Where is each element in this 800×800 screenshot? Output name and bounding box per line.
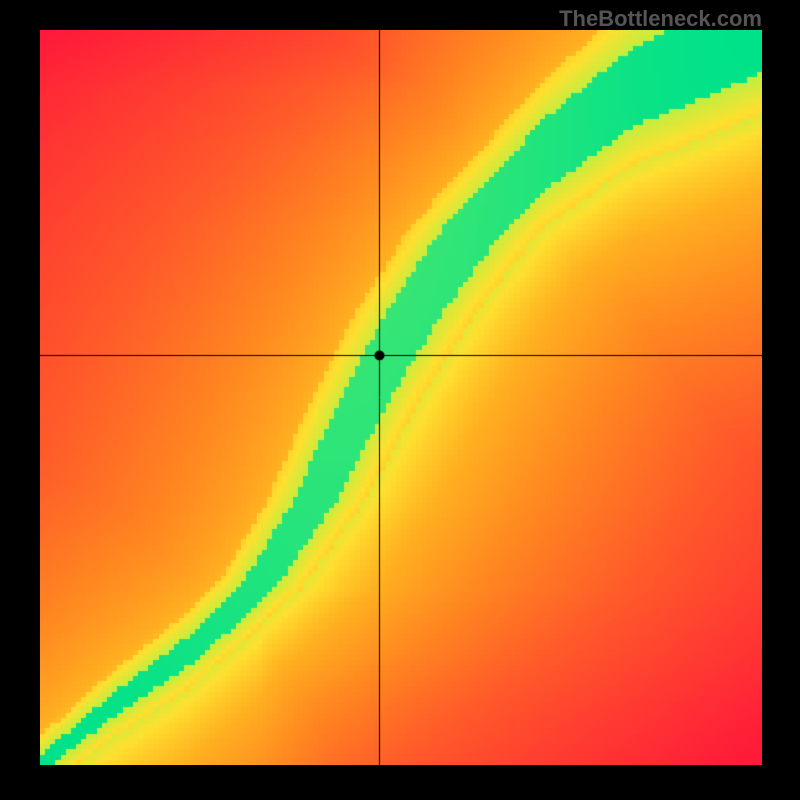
watermark-text: TheBottleneck.com (559, 6, 762, 32)
bottleneck-heatmap (40, 30, 762, 765)
chart-container: TheBottleneck.com (0, 0, 800, 800)
